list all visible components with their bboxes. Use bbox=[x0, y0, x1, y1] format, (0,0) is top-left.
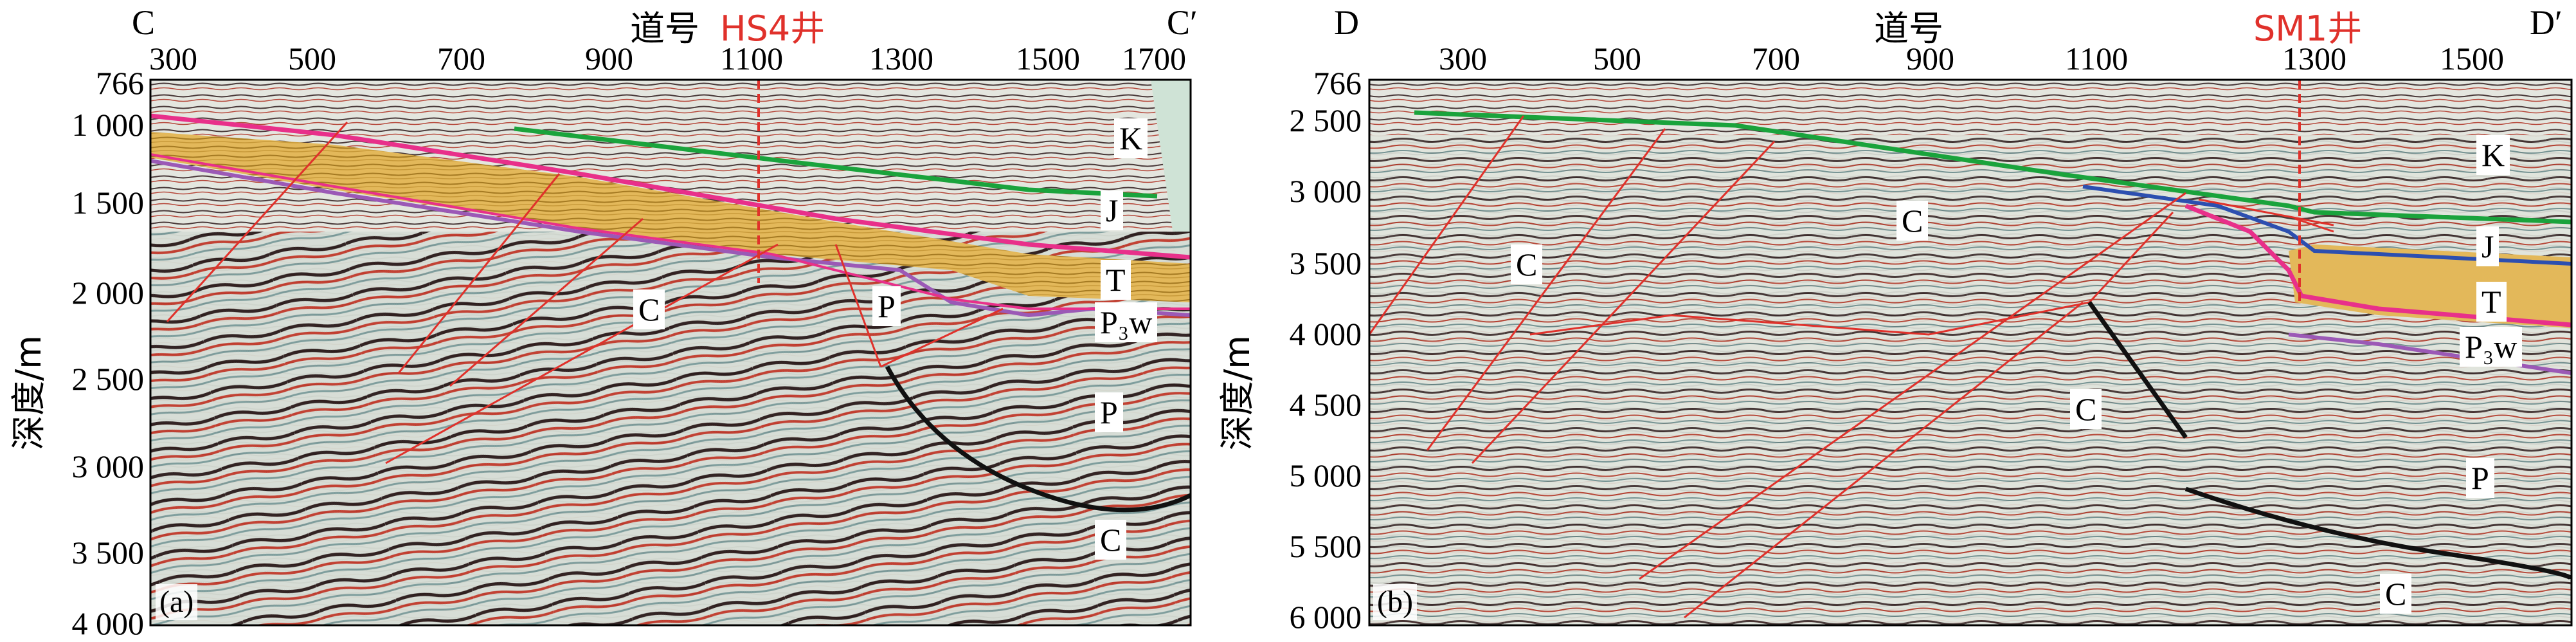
panel-a-x-tick: 1700 bbox=[1122, 41, 1186, 77]
panel-a-y-tick: 4 000 bbox=[71, 605, 145, 641]
panel-b-y-tick: 4 000 bbox=[1289, 316, 1362, 352]
panel-b-stratum-j: J bbox=[2476, 226, 2499, 266]
panel-b-y-tick: 2 500 bbox=[1289, 102, 1362, 138]
panel-b-stratum-t: T bbox=[2476, 282, 2507, 322]
panel-b-y-tick: 3 000 bbox=[1289, 173, 1362, 209]
panel-b-section bbox=[1369, 80, 2571, 625]
panel-a-stratum-c-lower: C bbox=[1095, 520, 1127, 560]
panel-a-well-name: HS4井 bbox=[720, 8, 825, 49]
panel-a-frame bbox=[149, 78, 1192, 627]
panel-a-y-axis-label: 深度/m bbox=[8, 335, 49, 450]
panel-b-stratum-c-left: C bbox=[1511, 244, 1543, 284]
panel-b-left-marker: D bbox=[1334, 3, 1359, 42]
panel-b-y-tick: 5 000 bbox=[1289, 457, 1362, 493]
thrust-fault-b2 bbox=[2184, 486, 2571, 580]
panel-b-stratum-p: P bbox=[2466, 458, 2494, 498]
panel-b-x-tick: 900 bbox=[1906, 41, 1954, 77]
j-base-horizon bbox=[150, 113, 1191, 260]
panel-b-stratum-k: K bbox=[2476, 135, 2510, 175]
fault-lines-b bbox=[1369, 115, 2334, 619]
k-base-horizon bbox=[514, 126, 1158, 199]
panel-b-right-marker: D′ bbox=[2530, 3, 2562, 42]
panel-a-section bbox=[150, 80, 1191, 625]
panel-a-y-tick: 2 500 bbox=[71, 361, 145, 397]
panel-a-x-tick: 1100 bbox=[720, 41, 784, 77]
panel-b-stratum-c-mid: C bbox=[2070, 389, 2102, 429]
j-base-horizon-b bbox=[2082, 185, 2571, 266]
fault-lines bbox=[166, 121, 1004, 464]
panel-a-stratum-p: P bbox=[1095, 392, 1123, 432]
panel-b-well-name: SM1井 bbox=[2253, 8, 2363, 49]
t-base-horizon-b bbox=[2184, 203, 2571, 327]
p3w-horizon bbox=[150, 159, 1191, 318]
panel-a-blank-zone bbox=[1151, 80, 1191, 257]
panel-a-x-tick: 500 bbox=[288, 41, 336, 77]
t-interval bbox=[150, 132, 1191, 302]
panel-b-x-tick: 700 bbox=[1752, 41, 1800, 77]
panel-b-y-tick: 766 bbox=[1313, 65, 1362, 101]
panel-a-stratum-k: K bbox=[1114, 118, 1148, 158]
panel-a-right-marker: C′ bbox=[1167, 3, 1198, 42]
panel-a-x-tick: 300 bbox=[149, 41, 197, 77]
panel-a-y-tick: 1 500 bbox=[71, 185, 145, 221]
panel-a-y-tick: 1 000 bbox=[71, 107, 145, 143]
panel-a-trace-axis-title: 道号 bbox=[630, 8, 699, 49]
panel-b-x-tick: 1300 bbox=[2282, 41, 2346, 77]
panel-b-y-tick: 4 500 bbox=[1289, 387, 1362, 423]
panel-b-trace-axis-title: 道号 bbox=[1874, 8, 1943, 49]
panel-a-y-tick: 2 000 bbox=[71, 275, 145, 311]
panel-b-y-axis-label: 深度/m bbox=[1217, 335, 1257, 450]
panel-a-stratum-c: C bbox=[633, 289, 665, 329]
panel-a-x-tick: 1500 bbox=[1016, 41, 1080, 77]
k-base-horizon-b bbox=[1414, 110, 2571, 225]
panel-b-y-tick: 3 500 bbox=[1289, 245, 1362, 281]
panel-a-stratum-j: J bbox=[1101, 190, 1124, 230]
panel-b-x-tick: 1100 bbox=[2065, 41, 2129, 77]
panel-a-y-tick: 766 bbox=[96, 65, 144, 101]
panel-a-stratum-t: T bbox=[1101, 260, 1131, 300]
panel-a-y-tick: 3 000 bbox=[71, 448, 145, 484]
panel-a-x-tick: 1300 bbox=[869, 41, 933, 77]
panel-b-stratum-c-lower: C bbox=[2380, 574, 2412, 614]
panel-b-x-tick: 300 bbox=[1439, 41, 1487, 77]
panel-b-stratum-p3w: P₃w bbox=[2460, 327, 2523, 367]
seismic-figure bbox=[149, 78, 2573, 627]
panel-a-x-tick: 700 bbox=[437, 41, 485, 77]
panel-a-left-marker: C bbox=[132, 3, 156, 42]
thrust-fault-b1 bbox=[2087, 300, 2188, 439]
thrust-fault-a bbox=[885, 365, 1191, 513]
panel-b-y-tick: 6 000 bbox=[1289, 599, 1362, 635]
panel-a-label: (a) bbox=[156, 584, 198, 620]
panel-a-stratum-p-inner: P bbox=[872, 286, 901, 326]
panel-b-stratum-c-upper: C bbox=[1896, 201, 1929, 241]
panel-a-x-tick: 900 bbox=[585, 41, 633, 77]
panel-a-stratum-p3w: P₃w bbox=[1095, 302, 1158, 342]
panel-a-y-tick: 3 500 bbox=[71, 535, 145, 571]
panel-b-x-tick: 500 bbox=[1593, 41, 1641, 77]
panel-b-label: (b) bbox=[1373, 584, 1417, 620]
panel-b-y-tick: 5 500 bbox=[1289, 528, 1362, 564]
panel-b-frame bbox=[1368, 78, 2573, 627]
panel-b-x-tick: 1500 bbox=[2440, 41, 2504, 77]
